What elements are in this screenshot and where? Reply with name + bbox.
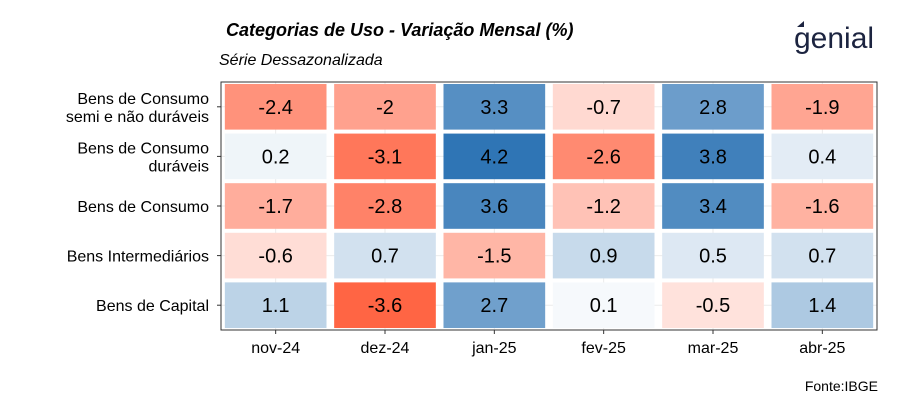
heatmap-cell (771, 133, 874, 180)
cell-value-label: -3.6 (368, 295, 402, 317)
heatmap-cell (662, 83, 764, 130)
heatmap-cell (662, 232, 764, 279)
heatmap-cell (443, 282, 546, 329)
heatmap-cell (552, 83, 655, 130)
cell-value-label: 1.1 (262, 295, 290, 317)
cell-value-label: 4.2 (480, 146, 508, 168)
cell-value-label: 0.2 (262, 146, 290, 168)
x-tick-label: dez-24 (361, 340, 410, 357)
heatmap-cell (334, 183, 436, 229)
cell-value-label: 2.7 (480, 295, 508, 317)
cell-value-label: -0.6 (258, 246, 292, 268)
cell-value-label: -1.6 (805, 196, 839, 218)
heatmap-cell (224, 232, 327, 279)
heatmap-cell (771, 83, 874, 130)
y-tick-label: Bens de Capital (96, 298, 209, 315)
heatmap-cell (771, 183, 874, 229)
cell-value-label: -0.5 (696, 295, 730, 317)
cell-value-label: -1.7 (258, 196, 292, 218)
heatmap-cell (224, 183, 327, 229)
x-tick-label: jan-25 (471, 340, 517, 357)
logo-text: genial (794, 22, 874, 55)
heatmap-cell (662, 183, 764, 229)
heatmap-cell (334, 133, 436, 180)
y-tick-label: Bens de Consumo (77, 199, 209, 216)
x-tick-label: nov-24 (251, 340, 300, 357)
heatmap-cell (334, 83, 436, 130)
cell-value-label: -2.6 (586, 146, 620, 168)
heatmap-cell (334, 282, 436, 329)
cell-value-label: -0.7 (586, 97, 620, 119)
heatmap-cell (552, 282, 655, 329)
cell-value-label: -2.4 (258, 97, 292, 119)
heatmap-cell (443, 183, 546, 229)
cell-value-label: 0.9 (590, 246, 618, 268)
chart-subtitle: Série Dessazonalizada (219, 52, 383, 69)
heatmap-cell (443, 133, 546, 180)
cell-value-label: -2 (376, 97, 394, 119)
y-tick-label: duráveis (149, 158, 209, 175)
heatmap-cell (443, 83, 546, 130)
cell-value-label: 1.4 (808, 295, 836, 317)
heatmap-cell (771, 232, 874, 279)
heatmap-cell (662, 133, 764, 180)
heatmap-cell (224, 133, 327, 180)
y-tick-label: Bens de Consumo (77, 140, 209, 157)
cell-value-label: 0.4 (808, 146, 836, 168)
cell-value-label: 0.1 (590, 295, 618, 317)
chart-title: Categorias de Uso - Variação Mensal (%) (226, 20, 574, 40)
heatmap-cell (224, 83, 327, 130)
heatmap-cell (443, 232, 546, 279)
heatmap-cell (771, 282, 874, 329)
cell-value-label: 2.8 (699, 97, 727, 119)
heatmap-cell (662, 282, 764, 329)
y-tick-label: semi e não duráveis (66, 109, 209, 126)
cell-value-label: 0.5 (699, 246, 727, 268)
y-tick-label: Bens de Consumo (77, 91, 209, 108)
cell-value-label: -1.5 (477, 246, 511, 268)
cell-value-label: 3.8 (699, 146, 727, 168)
source-note: Fonte:IBGE (804, 378, 878, 394)
cell-value-label: -1.2 (586, 196, 620, 218)
cell-value-label: 0.7 (808, 246, 836, 268)
heatmap-cell (552, 232, 655, 279)
heatmap-cell (552, 183, 655, 229)
heatmap-cell (224, 282, 327, 329)
cell-value-label: -3.1 (368, 146, 402, 168)
x-tick-label: fev-25 (581, 340, 626, 357)
genial-logo: genial (794, 21, 874, 55)
cell-value-label: 0.7 (371, 246, 399, 268)
cell-value-label: 3.3 (480, 97, 508, 119)
cell-value-label: 3.6 (480, 196, 508, 218)
y-tick-label: Bens Intermediários (67, 249, 209, 266)
x-tick-label: abr-25 (799, 340, 845, 357)
x-tick-label: mar-25 (688, 340, 739, 357)
cell-value-label: -2.8 (368, 196, 402, 218)
heatmap-cell (334, 232, 436, 279)
heatmap-cell (552, 133, 655, 180)
cell-value-label: 3.4 (699, 196, 727, 218)
cell-value-label: -1.9 (805, 97, 839, 119)
